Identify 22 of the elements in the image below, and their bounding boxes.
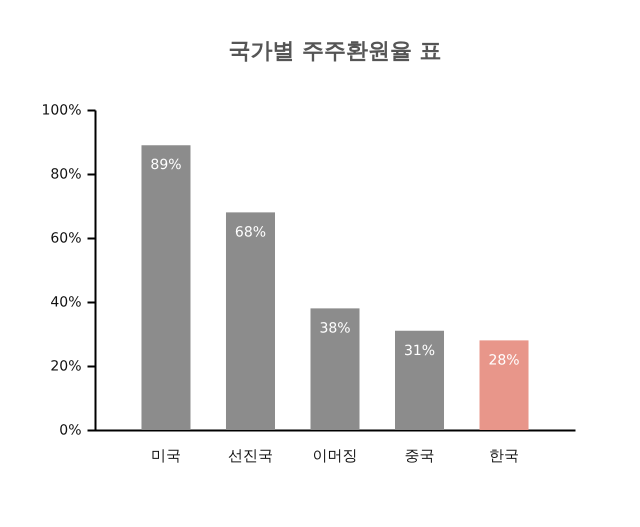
data-label: 31% [404, 342, 436, 359]
chart-title: 국가별 주주환원율 표 [228, 39, 442, 64]
bar [310, 308, 360, 430]
y-tick-label: 100% [41, 102, 82, 118]
x-tick-label: 중국 [404, 446, 435, 464]
bar [480, 340, 529, 430]
x-tick-label: 이머징 [312, 446, 358, 464]
bar [141, 145, 190, 430]
data-label: 89% [150, 157, 182, 174]
data-label: 68% [234, 224, 266, 240]
y-tick-label: 40% [50, 294, 82, 310]
x-tick-label: 미국 [150, 446, 181, 464]
data-label: 28% [488, 352, 520, 368]
y-tick-label: 60% [50, 230, 82, 246]
bar [226, 212, 275, 430]
x-tick-label: 선진국 [228, 446, 273, 464]
data-label: 38% [319, 320, 351, 336]
x-tick-label: 한국 [489, 446, 520, 464]
y-tick-label: 0% [59, 422, 82, 438]
bar [395, 330, 444, 430]
y-tick-label: 80% [50, 166, 82, 182]
y-tick-label: 20% [50, 358, 82, 374]
